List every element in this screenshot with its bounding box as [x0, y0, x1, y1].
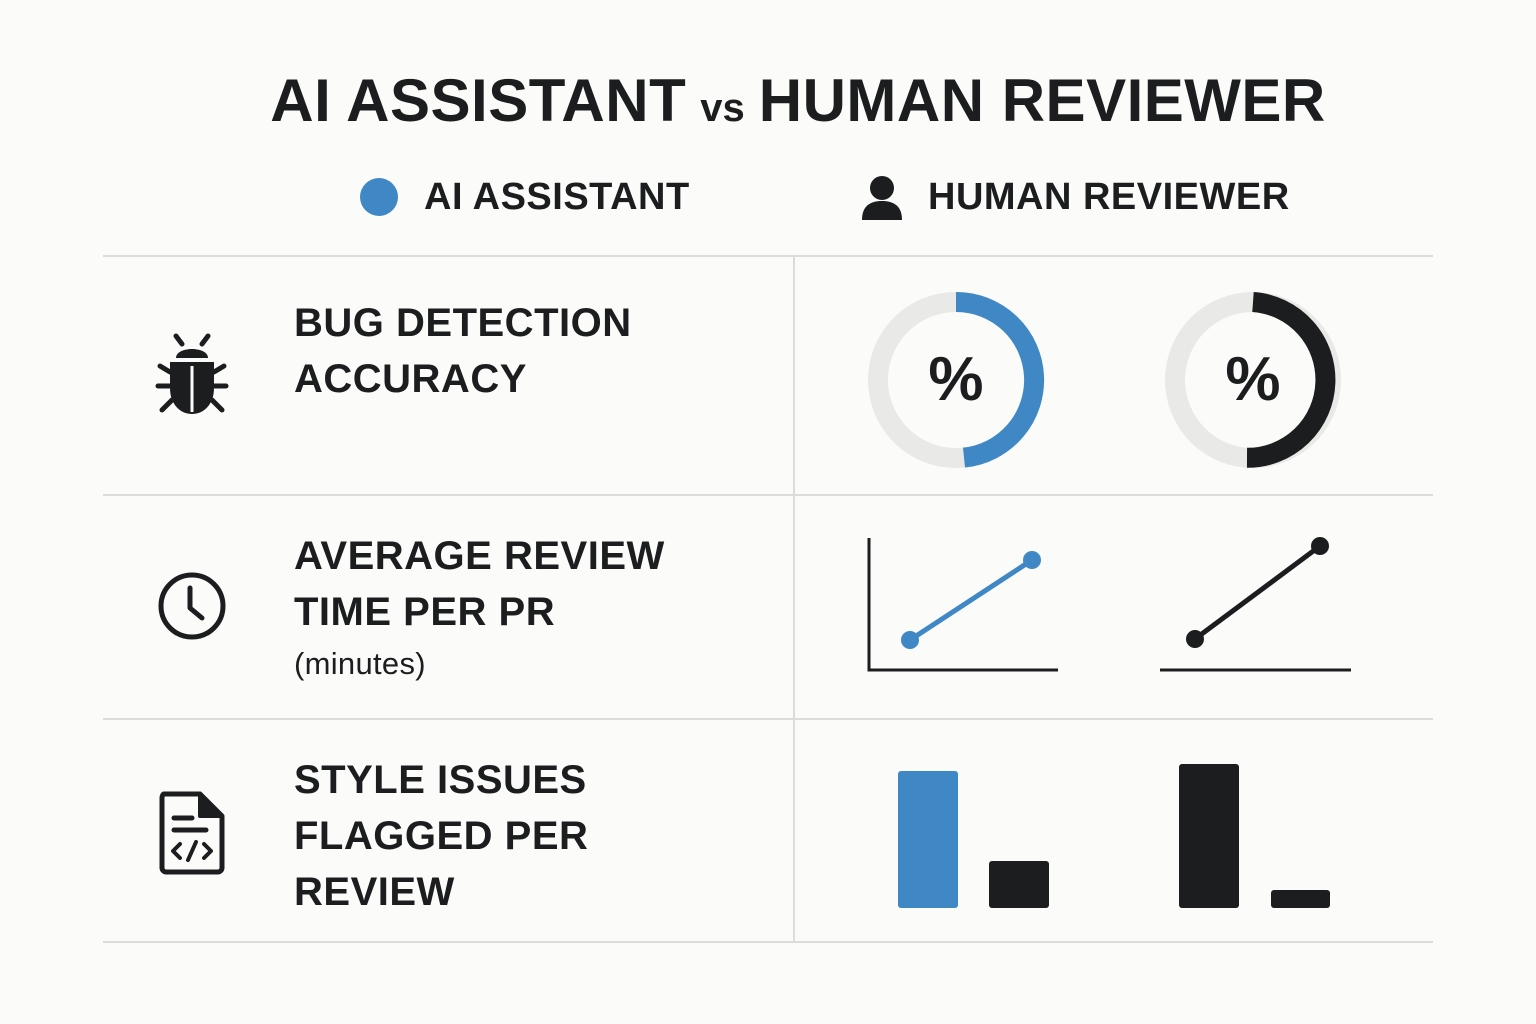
bar-human-small	[1271, 890, 1330, 908]
title-ai: AI ASSISTANT	[270, 67, 687, 134]
clock-icon	[152, 566, 232, 656]
data-point	[1311, 537, 1329, 555]
page-title: AI ASSISTANT vs HUMAN REVIEWER	[0, 66, 1536, 146]
bug-icon	[152, 330, 232, 420]
human-review-time-line	[1155, 530, 1365, 680]
row-label-line: ACCURACY	[294, 357, 527, 401]
title-vs: vs	[700, 86, 745, 130]
row-label-line: STYLE ISSUES	[294, 758, 587, 802]
legend-ai: AI ASSISTANT	[360, 172, 690, 222]
human-style-issues-bars	[1170, 760, 1340, 920]
row-label-line: BUG DETECTION	[294, 301, 632, 345]
circle-dot-icon	[360, 178, 398, 216]
data-point	[1023, 551, 1041, 569]
divider	[103, 255, 1433, 257]
divider	[103, 494, 1433, 496]
data-point	[901, 631, 919, 649]
series-line-ai	[908, 557, 1034, 643]
legend-human: HUMAN REVIEWER	[858, 172, 1290, 222]
row-label-line: AVERAGE REVIEW	[294, 534, 665, 578]
title-human: HUMAN REVIEWER	[758, 67, 1326, 134]
code-file-icon	[156, 788, 236, 878]
row-label-line: FLAGGED PER	[294, 814, 589, 858]
donut-arc-human	[1246, 292, 1336, 468]
bar-human	[1179, 764, 1239, 908]
ai-accuracy-donut: %	[866, 290, 1046, 470]
legend-human-label: HUMAN REVIEWER	[928, 175, 1290, 218]
row-label-line: TIME PER PR	[294, 590, 556, 634]
ai-review-time-line	[860, 530, 1070, 680]
data-point	[1186, 630, 1204, 648]
series-line-human	[1193, 543, 1322, 642]
column-divider	[793, 256, 795, 942]
row-label-style-issues: STYLE ISSUES FLAGGED PER REVIEW	[294, 752, 764, 920]
human-accuracy-donut: %	[1163, 290, 1343, 470]
row-label-review-time: AVERAGE REVIEW TIME PER PR (minutes)	[294, 528, 764, 688]
row-label-unit: (minutes)	[294, 646, 426, 681]
legend-ai-label: AI ASSISTANT	[424, 175, 690, 218]
donut-arc-ai	[955, 292, 1045, 468]
bar-ai	[898, 771, 958, 908]
person-icon	[858, 172, 906, 222]
percent-symbol: %	[1225, 345, 1280, 414]
divider	[103, 941, 1433, 943]
row-label-line: REVIEW	[294, 870, 455, 914]
bar-human	[989, 861, 1049, 908]
row-label-bug-detection: BUG DETECTION ACCURACY	[294, 295, 764, 407]
ai-style-issues-bars	[890, 760, 1060, 920]
divider	[103, 718, 1433, 720]
axis	[867, 538, 1058, 672]
percent-symbol: %	[928, 345, 983, 414]
